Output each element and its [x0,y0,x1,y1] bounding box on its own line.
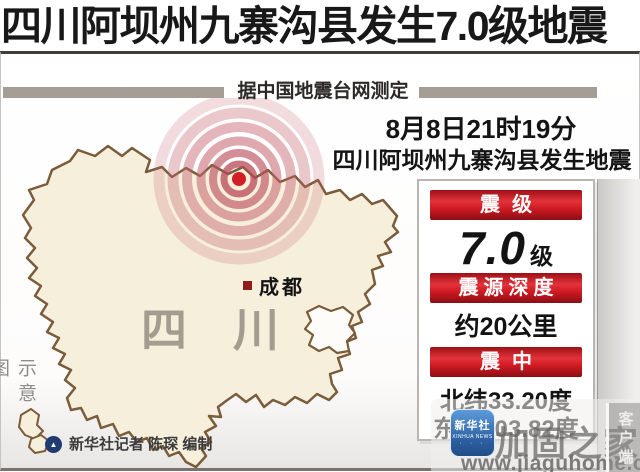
quake-stats-card: 震级 7.0级 震源深度 约20公里 震中 北纬33.20度 东经103.82度 [417,179,595,443]
headline: 四川阿坝州九寨沟县发生7.0级地震 [1,3,608,49]
province-label: 四川 [141,304,325,356]
depth-value: 约20公里 [454,313,558,341]
source-header: 据中国地震台网测定 [237,81,409,102]
sketch-note: 示意图 [0,358,36,408]
content-frame: 四川 成都 据中国地震台网测定 8月8日21时19分 四川阿坝州九寨沟县发生地震… [0,51,640,472]
header-bar-right [419,87,597,98]
epicenter-dot-icon [232,172,246,186]
epicenter-rings-icon [153,93,325,265]
watermark-url: www.jiaguhome.com [461,452,640,472]
event-datetime: 8月8日21时19分 [385,114,577,144]
watermark-side-label: 客户端 [616,411,634,468]
chengdu-marker [243,281,252,290]
watermark-side-tab: 客户端 [606,403,640,472]
event-description: 四川阿坝州九寨沟县发生地震 [332,147,632,173]
magnitude-badge: 震级 [430,190,582,220]
xinhua-app-icon: 新华社 XINHUA NEWS · · · [450,409,495,457]
magnitude-value: 7.0 [459,222,526,274]
xinhua-emblem-icon: ▲ [45,436,62,453]
chengdu-label: 成都 [259,275,305,299]
xinhua-app-subtitle: XINHUA NEWS [452,434,493,440]
sichuan-map: 四川 成都 [1,93,421,472]
depth-badge: 震源深度 [430,273,582,303]
xinhua-app-name: 新华社 [454,420,491,432]
credit-text: 新华社记者 陈琛 编制 [69,436,213,453]
east-boundary-notch [303,304,357,355]
xinhua-app-dots: · · · [459,440,486,447]
southwest-fragment [28,434,50,454]
magnitude-unit: 级 [529,243,553,269]
province-outline [21,144,400,469]
header-bar-left [3,87,224,98]
magnitude-row: 7.0 级 [419,221,593,274]
epicenter-badge: 震中 [430,347,582,377]
southwest-fragment [18,408,44,440]
